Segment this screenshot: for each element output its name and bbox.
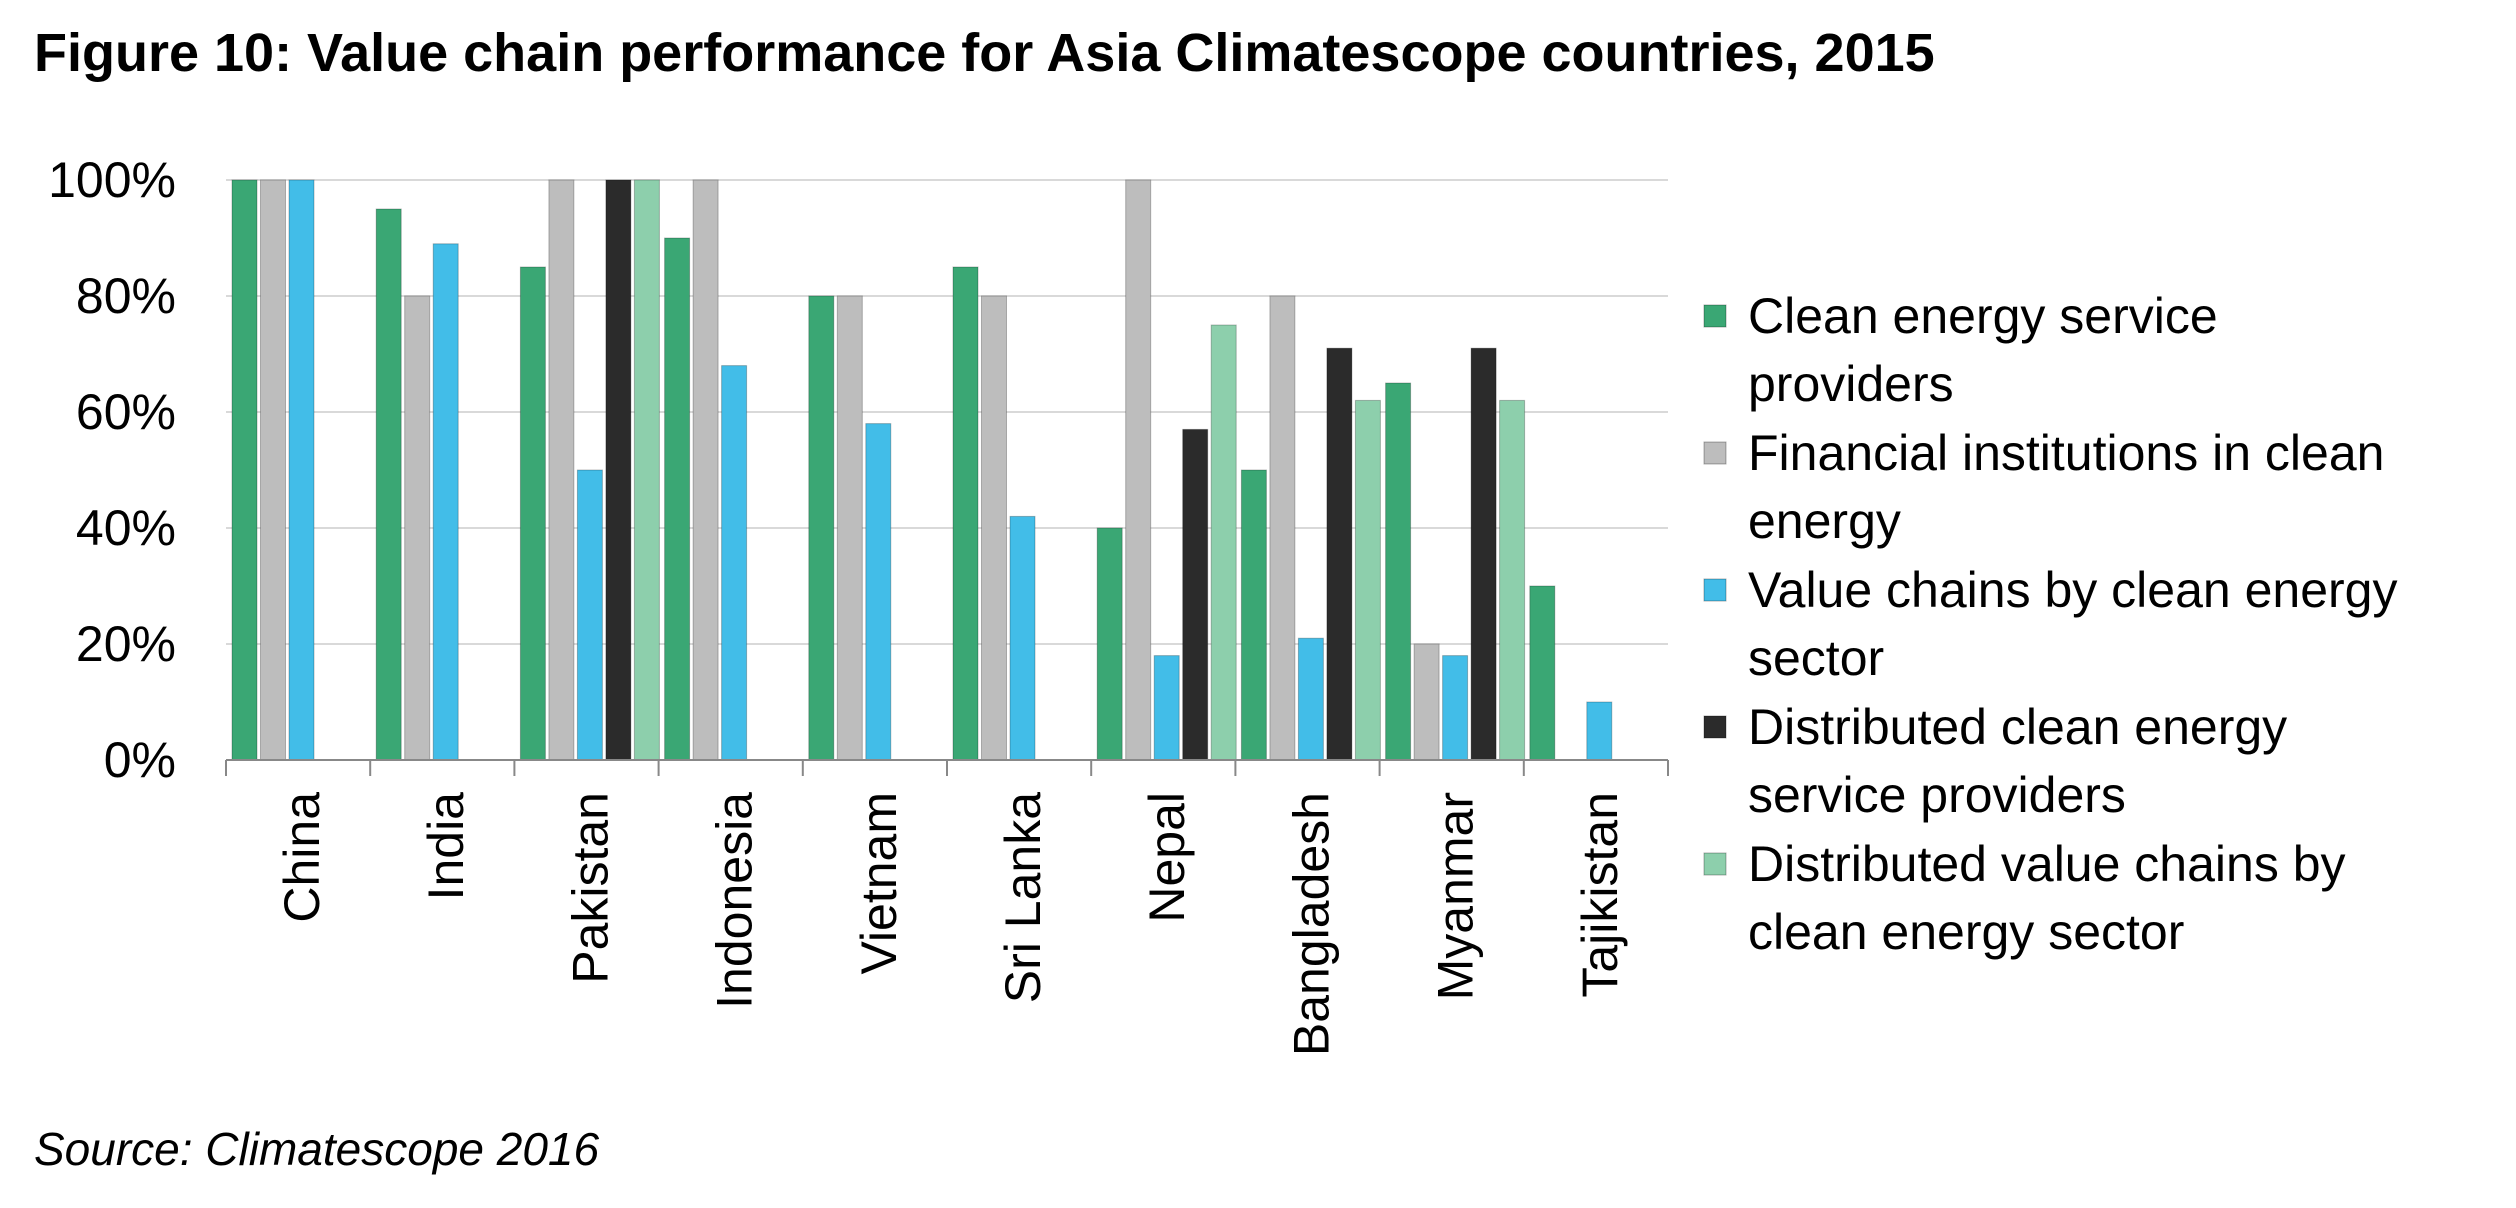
bar: [1153, 655, 1180, 761]
legend-label: energy: [1748, 493, 1901, 549]
bar: [1210, 324, 1237, 761]
chart-title: Figure 10: Value chain performance for A…: [34, 23, 1935, 83]
legend: Clean energy service providers Financial i…: [1703, 288, 2398, 960]
y-tick-label: 0%: [104, 732, 176, 788]
y-tick-label: 60%: [76, 384, 176, 440]
bar: [1182, 428, 1209, 761]
x-tick-label: Nepal: [1139, 792, 1195, 923]
legend-swatch: [1703, 852, 1727, 876]
bar: [1354, 399, 1381, 761]
legend-label: clean energy sector: [1748, 904, 2184, 960]
bar: [231, 179, 258, 761]
bar: [1413, 643, 1440, 761]
x-axis-ticks: China India Pakistan Indonesia Vietnam Sri La…: [274, 792, 1628, 1056]
legend-swatch: [1703, 441, 1727, 465]
y-axis-ticks: 0% 20% 40% 60% 80% 100%: [48, 152, 176, 788]
bar: [692, 179, 719, 761]
bar: [1385, 382, 1412, 761]
bar: [1586, 701, 1613, 761]
bar: [1470, 347, 1497, 761]
x-tick-label: Vietnam: [851, 792, 907, 975]
bar: [865, 423, 892, 761]
legend-label: Financial institutions in clean: [1748, 425, 2384, 481]
bar: [1269, 295, 1296, 761]
legend-label: Distributed clean energy: [1748, 699, 2287, 755]
x-tick-label: Myanmar: [1428, 792, 1484, 1000]
bar: [1499, 399, 1526, 761]
bar: [1125, 179, 1152, 761]
bar: [404, 295, 431, 761]
bar: [1326, 347, 1353, 761]
legend-label: sector: [1748, 630, 1884, 686]
bar: [1096, 527, 1123, 761]
bar: [605, 179, 632, 761]
x-tick-label: Sri Lanka: [995, 792, 1051, 1003]
bars: [231, 179, 1613, 761]
legend-swatch: [1703, 715, 1727, 739]
bar: [432, 243, 459, 761]
bar: [1240, 469, 1267, 761]
bar: [576, 469, 603, 761]
x-tick-label: Pakistan: [562, 792, 618, 984]
x-tick-label: China: [274, 792, 330, 923]
bar: [721, 365, 748, 761]
legend-label: Distributed value chains by: [1748, 836, 2346, 892]
bar: [808, 295, 835, 761]
bar: [1442, 655, 1469, 761]
bar: [288, 179, 315, 761]
bar: [548, 179, 575, 761]
legend-label: service providers: [1748, 767, 2126, 823]
x-tick-label: Tajikistan: [1572, 792, 1628, 998]
bar: [633, 179, 660, 761]
x-axis: [225, 759, 1669, 776]
bar: [1529, 585, 1556, 761]
bar: [519, 266, 546, 761]
x-tick-label: Bangladesh: [1283, 792, 1339, 1056]
source-note: Source: Climatescope 2016: [34, 1123, 600, 1175]
y-tick-label: 80%: [76, 268, 176, 324]
legend-label: Clean energy service: [1748, 288, 2218, 344]
bar: [375, 208, 402, 761]
legend-label: Value chains by clean energy: [1748, 562, 2398, 618]
legend-swatch: [1703, 578, 1727, 602]
y-tick-label: 40%: [76, 500, 176, 556]
bar: [952, 266, 979, 761]
x-tick-label: Indonesia: [707, 792, 763, 1009]
y-tick-label: 100%: [48, 152, 176, 208]
bar: [260, 179, 286, 761]
legend-swatch: [1703, 304, 1727, 328]
legend-label: providers: [1748, 356, 1954, 412]
x-tick-label: India: [418, 792, 474, 901]
bar: [1297, 637, 1324, 761]
bar: [981, 295, 1007, 761]
bar: [664, 237, 691, 761]
bar: [836, 295, 863, 761]
y-tick-label: 20%: [76, 616, 176, 672]
bar: [1009, 515, 1036, 761]
